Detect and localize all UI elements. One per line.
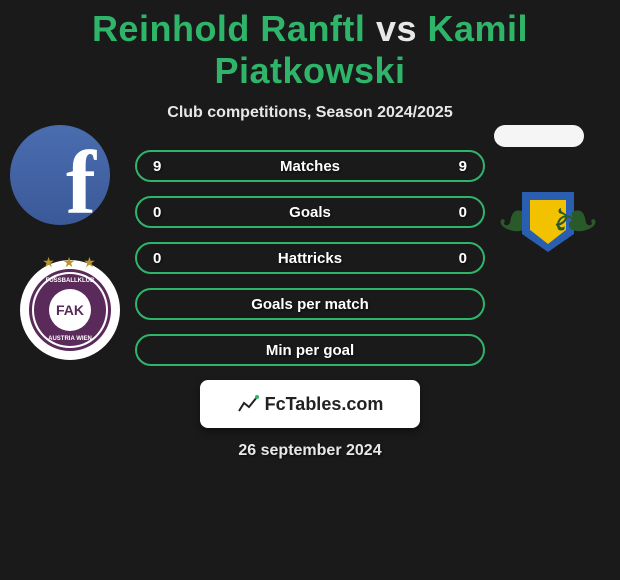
season-subtitle: Club competitions, Season 2024/2025 — [0, 104, 620, 122]
stat-label: Goals per match — [137, 296, 483, 313]
stats-table: 9 Matches 9 0 Goals 0 0 Hattricks 0 Goal… — [0, 150, 620, 460]
snapshot-date: 26 september 2024 — [0, 442, 620, 460]
title-vs: vs — [376, 8, 417, 49]
stat-row-hattricks: 0 Hattricks 0 — [135, 242, 485, 274]
player2-avatar — [494, 125, 584, 147]
source-attribution: FcTables.com — [200, 380, 420, 428]
stat-row-matches: 9 Matches 9 — [135, 150, 485, 182]
stat-row-goals: 0 Goals 0 — [135, 196, 485, 228]
stat-label: Min per goal — [137, 342, 483, 359]
stat-label: Hattricks — [137, 250, 483, 267]
comparison-title: Reinhold Ranftl vs Kamil Piatkowski — [0, 0, 620, 92]
player1-name: Reinhold Ranftl — [92, 8, 365, 49]
stat-label: Goals — [137, 204, 483, 221]
source-name: FcTables.com — [265, 394, 384, 415]
fctables-logo-icon — [237, 393, 259, 415]
stat-label: Matches — [137, 158, 483, 175]
stat-row-goals-per-match: Goals per match — [135, 288, 485, 320]
stat-row-min-per-goal: Min per goal — [135, 334, 485, 366]
